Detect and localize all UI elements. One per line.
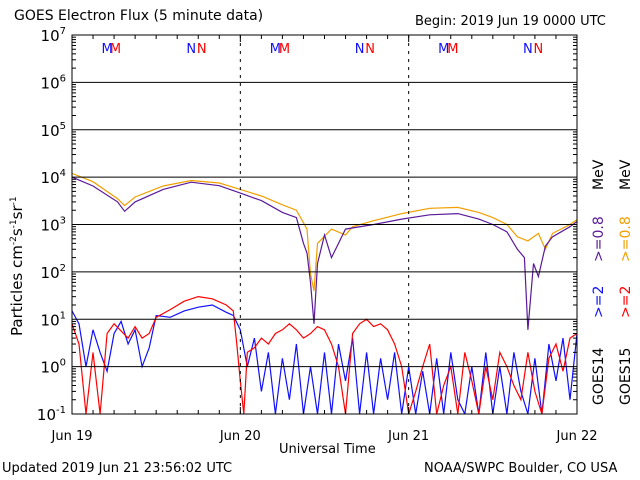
updated-timestamp: Updated 2019 Jun 21 23:56:02 UTC xyxy=(2,461,233,476)
legend-goes15-08mev: >=0.8 xyxy=(618,216,634,262)
marker-m: M xyxy=(447,42,458,57)
x-tick-label: Jun 21 xyxy=(387,429,429,444)
marker-n: N xyxy=(197,42,207,57)
y-tick-label: 102 xyxy=(41,263,66,282)
x-tick-label: Jun 22 xyxy=(556,429,598,444)
marker-n: N xyxy=(523,42,533,57)
marker-n: N xyxy=(186,42,196,57)
x-axis-label: Universal Time xyxy=(279,442,376,457)
marker-n: N xyxy=(365,42,375,57)
x-tick-label: Jun 20 xyxy=(219,429,261,444)
marker-m: M xyxy=(438,42,449,57)
y-tick-label: 106 xyxy=(41,73,66,92)
series-line-2 xyxy=(72,304,577,414)
chart-title: GOES Electron Flux (5 minute data) xyxy=(14,8,264,24)
legend-goes14-2mev: >=2 xyxy=(591,286,607,318)
legend-unit-mev: MeV xyxy=(618,159,634,190)
legend-goes15-2mev: >=2 xyxy=(618,286,634,318)
y-tick-label: 100 xyxy=(41,358,66,377)
begin-time: Begin: 2019 Jun 19 0000 UTC xyxy=(415,14,606,29)
y-tick-label: 10-1 xyxy=(37,405,66,424)
y-tick-label: 107 xyxy=(41,26,66,45)
credit-text: NOAA/SWPC Boulder, CO USA xyxy=(424,461,618,476)
marker-n: N xyxy=(355,42,365,57)
x-tick-label: Jun 19 xyxy=(51,429,93,444)
marker-m: M xyxy=(270,42,281,57)
marker-m: M xyxy=(110,42,121,57)
legend-unit-mev: MeV xyxy=(591,159,607,190)
y-axis-label: Particles cm-2s-1sr-1 xyxy=(8,196,26,336)
marker-m: M xyxy=(279,42,290,57)
legend-goes15-label: GOES15 xyxy=(618,348,634,405)
legend-goes14-08mev: >=0.8 xyxy=(591,216,607,262)
marker-m: M xyxy=(101,42,112,57)
series-line-0 xyxy=(72,172,577,291)
y-tick-label: 105 xyxy=(41,121,66,140)
y-tick-label: 101 xyxy=(41,310,66,329)
legend-goes14-label: GOES14 xyxy=(591,347,607,405)
y-tick-label: 103 xyxy=(41,216,66,235)
y-tick-label: 104 xyxy=(41,168,66,187)
marker-n: N xyxy=(534,42,544,57)
series-line-1 xyxy=(72,176,577,330)
series-line-3 xyxy=(72,295,577,414)
